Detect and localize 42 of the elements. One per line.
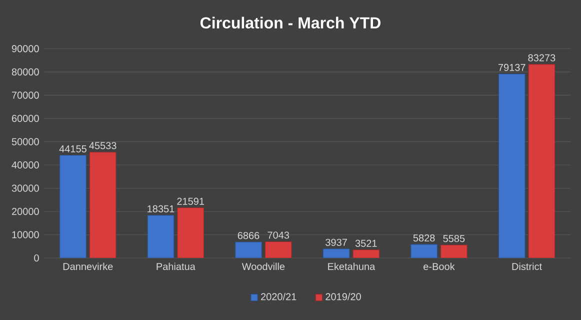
y-tick-label: 60000 bbox=[12, 114, 39, 122]
legend-label: 2019/20 bbox=[326, 292, 361, 300]
x-tick-label: Dannevirke bbox=[63, 262, 113, 270]
y-tick-label: 20000 bbox=[12, 208, 39, 216]
bar bbox=[60, 155, 86, 258]
chart-title: Circulation - March YTD bbox=[200, 16, 380, 29]
y-tick-label: 0 bbox=[34, 254, 39, 262]
bar bbox=[264, 241, 292, 258]
x-tick-label: Woodville bbox=[242, 262, 285, 270]
data-label: 7043 bbox=[268, 232, 290, 239]
x-tick-label: Eketahuna bbox=[328, 262, 376, 270]
legend-label: 2020/21 bbox=[261, 292, 296, 300]
bar bbox=[177, 208, 204, 258]
y-tick-label: 50000 bbox=[12, 138, 39, 146]
bar bbox=[410, 244, 438, 258]
data-label: 18351 bbox=[148, 205, 174, 212]
x-tick-label: District bbox=[512, 262, 542, 270]
bar bbox=[147, 215, 174, 258]
bar bbox=[528, 64, 556, 258]
data-label: 44155 bbox=[59, 145, 86, 152]
data-label: 3937 bbox=[326, 238, 347, 246]
x-tick-label: e-Book bbox=[424, 262, 455, 270]
y-tick-label: 40000 bbox=[12, 161, 39, 169]
bar bbox=[498, 74, 526, 258]
data-label: 45533 bbox=[89, 142, 116, 150]
data-label: 6866 bbox=[238, 232, 260, 240]
data-label: 21591 bbox=[177, 198, 204, 205]
bar bbox=[322, 248, 350, 258]
y-tick-label: 90000 bbox=[12, 45, 39, 52]
data-label: 3521 bbox=[355, 240, 377, 247]
bar bbox=[89, 152, 116, 258]
data-label: 79137 bbox=[498, 64, 526, 72]
y-tick-label: 10000 bbox=[12, 231, 39, 238]
bar bbox=[440, 244, 468, 258]
y-tick-label: 30000 bbox=[12, 184, 39, 192]
data-label: 83273 bbox=[528, 54, 556, 62]
bar bbox=[235, 242, 262, 258]
y-tick-label: 80000 bbox=[12, 68, 39, 76]
data-label: 5585 bbox=[443, 234, 465, 242]
data-label: 5828 bbox=[413, 234, 435, 242]
x-tick-label: Pahiatua bbox=[156, 262, 196, 270]
y-tick-label: 70000 bbox=[12, 92, 39, 99]
